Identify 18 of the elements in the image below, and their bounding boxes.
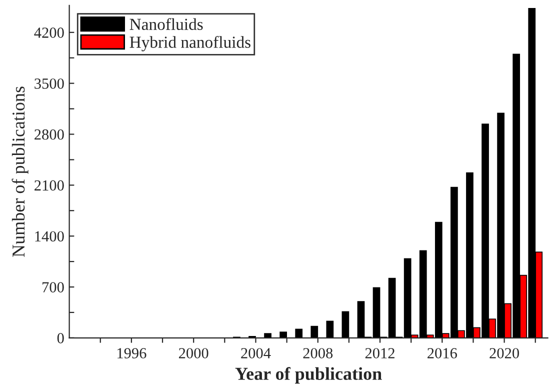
x-tick-label: 2016 <box>428 348 457 358</box>
x-tick-label: 2008 <box>303 348 333 358</box>
y-tick-label: 2100 <box>34 180 64 191</box>
y-axis-title: Number of publications <box>12 86 28 257</box>
x-axis-title: Year of publication <box>235 367 382 384</box>
x-tick-label: 2012 <box>365 348 394 358</box>
legend-label: Nanofluids <box>130 18 203 30</box>
x-tick-label: 2000 <box>178 348 208 358</box>
legend-label: Hybrid nanofluids <box>130 36 250 52</box>
y-tick-label: 4200 <box>34 28 64 38</box>
y-tick-label: 3500 <box>34 78 64 89</box>
y-tick-label: 1400 <box>35 231 64 242</box>
x-tick-label: 1996 <box>118 348 146 358</box>
x-tick-label: 2004 <box>241 348 271 358</box>
y-tick-label: 700 <box>42 282 64 292</box>
y-tick-label: 0 <box>57 333 64 344</box>
y-tick-label: 2800 <box>34 129 64 140</box>
x-tick-label: 2020 <box>490 348 519 358</box>
